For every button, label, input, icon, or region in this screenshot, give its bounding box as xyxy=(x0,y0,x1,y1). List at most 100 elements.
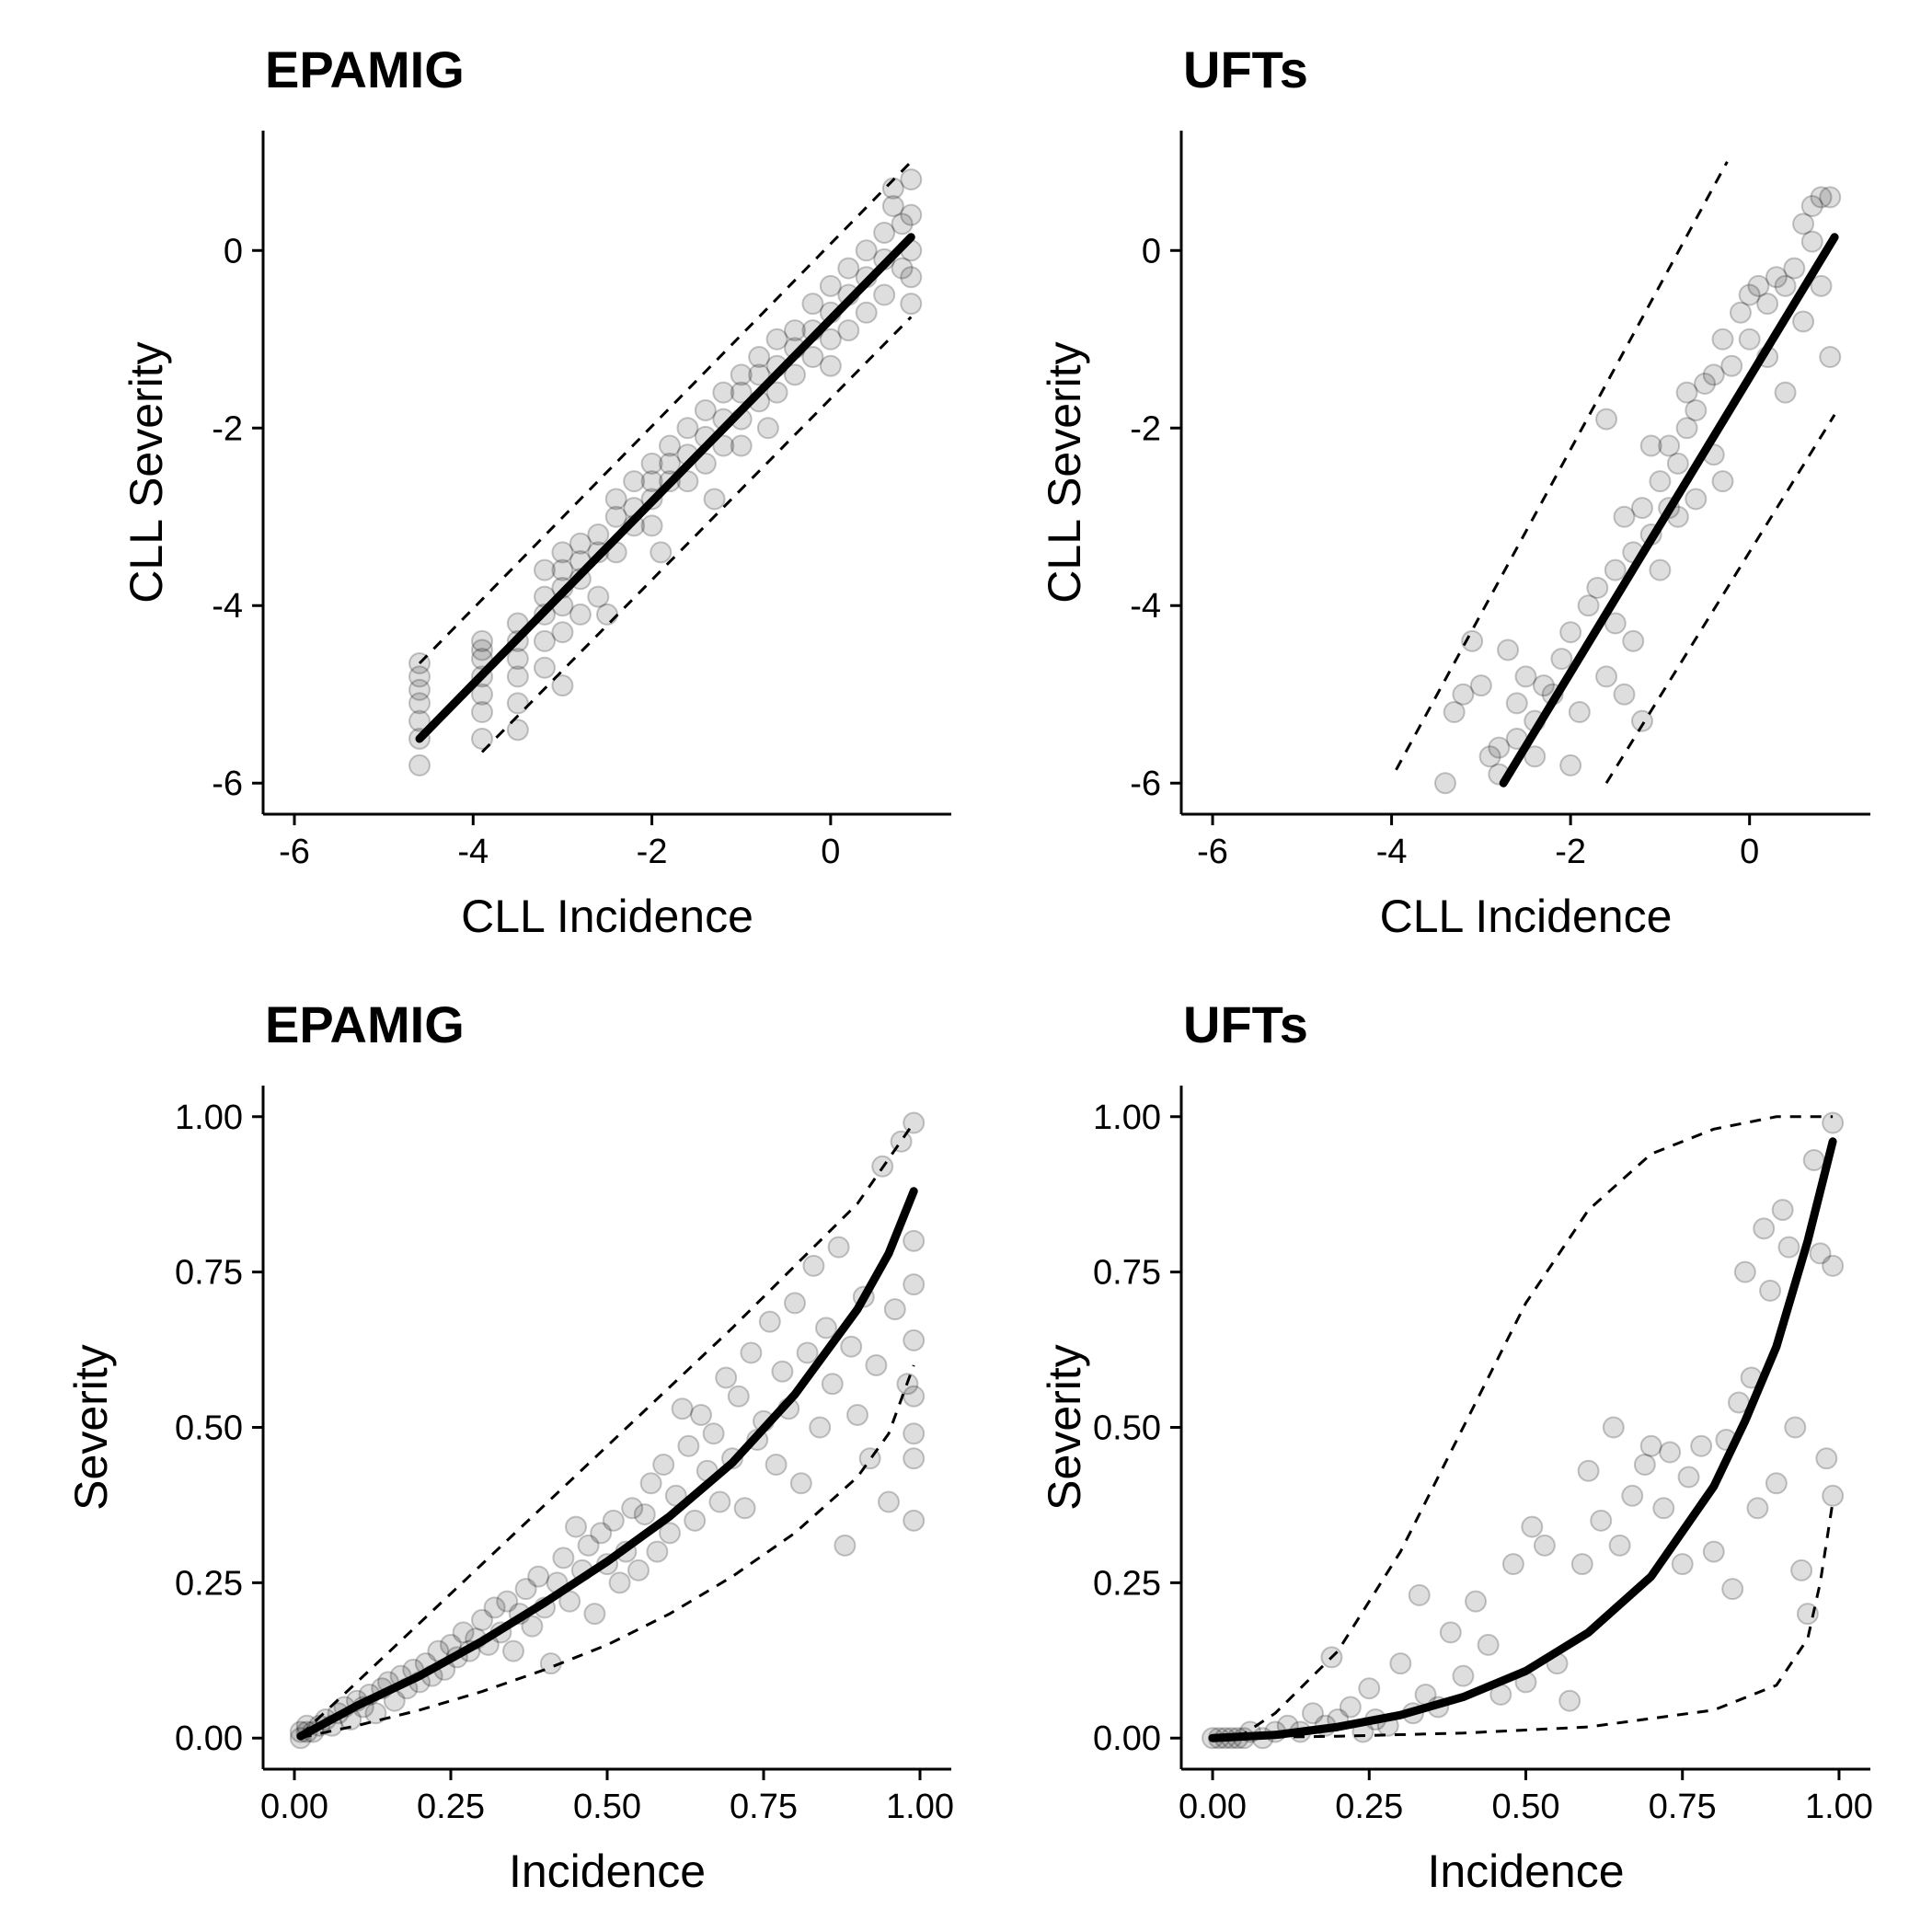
data-point xyxy=(1505,692,1528,715)
data-point xyxy=(621,1497,644,1520)
data-point xyxy=(1550,648,1573,671)
data-point xyxy=(1765,266,1788,289)
data-point xyxy=(659,434,681,457)
y-tick-label: 1.00 xyxy=(1093,1098,1161,1137)
data-point xyxy=(883,1298,906,1321)
chart-panel-2: UFTs -6 -4 -2 0 -6 -4 -2 0 CLL Incidence CLL Sever… xyxy=(1039,40,1870,942)
data-point xyxy=(837,319,860,342)
data-point xyxy=(602,1509,625,1532)
y-tick-label: 0.75 xyxy=(175,1254,243,1293)
data-point xyxy=(577,1534,600,1557)
data-point xyxy=(784,1292,806,1315)
data-point xyxy=(1790,1558,1813,1581)
data-point xyxy=(1477,1633,1500,1656)
data-point xyxy=(608,1571,631,1594)
data-point xyxy=(1433,772,1456,795)
data-point xyxy=(558,1590,581,1613)
data-point xyxy=(659,452,681,475)
data-point xyxy=(551,541,574,564)
data-point xyxy=(1819,346,1842,369)
data-point xyxy=(1792,310,1815,333)
data-point xyxy=(640,452,663,475)
data-point xyxy=(1784,1416,1807,1439)
data-point xyxy=(837,257,860,280)
x-axis-title: Incidence xyxy=(509,1846,706,1897)
data-point xyxy=(1677,1466,1700,1489)
y-tick-label: 0.25 xyxy=(1093,1564,1161,1603)
data-point xyxy=(1595,665,1618,688)
data-point xyxy=(650,541,673,564)
upper-prediction-band xyxy=(1236,1115,1834,1740)
lower-prediction-band xyxy=(1212,1501,1834,1740)
upper-prediction-band xyxy=(1395,161,1729,771)
data-point xyxy=(569,603,592,626)
data-point xyxy=(903,1422,926,1445)
data-point xyxy=(740,1341,763,1364)
data-point xyxy=(659,1522,681,1545)
data-point xyxy=(730,381,753,404)
data-point xyxy=(1577,1459,1600,1482)
data-point xyxy=(1465,1590,1488,1613)
data-point xyxy=(496,1590,519,1613)
x-tick-label: -6 xyxy=(279,833,310,871)
data-point xyxy=(708,1490,731,1513)
data-point xyxy=(534,629,556,652)
chart-title: UFTs xyxy=(1183,995,1308,1053)
data-points xyxy=(408,168,923,776)
data-point xyxy=(730,434,753,457)
data-point xyxy=(900,168,923,191)
fitted-line xyxy=(1208,1137,1837,1742)
data-point xyxy=(1747,274,1770,297)
y-tick-label: 0.25 xyxy=(175,1564,243,1603)
x-tick-label: 0.50 xyxy=(573,1788,641,1826)
data-point xyxy=(1729,301,1752,324)
data-point xyxy=(694,452,717,475)
data-point xyxy=(900,293,923,316)
data-point xyxy=(1478,745,1501,768)
data-point xyxy=(827,1236,850,1259)
chart-title: EPAMIG xyxy=(265,40,465,98)
data-point xyxy=(1659,1441,1682,1464)
data-point xyxy=(1783,257,1806,280)
x-tick-label: 0.50 xyxy=(1492,1788,1560,1826)
data-point xyxy=(1802,1149,1825,1172)
data-point xyxy=(1733,1260,1756,1283)
data-point xyxy=(514,1578,537,1601)
data-point xyxy=(677,1434,700,1457)
data-point xyxy=(1759,1279,1782,1302)
data-point xyxy=(521,1615,544,1638)
data-point xyxy=(865,1353,888,1376)
data-point xyxy=(1774,381,1797,404)
data-point xyxy=(671,1397,694,1420)
data-point xyxy=(1604,558,1627,581)
data-point xyxy=(900,203,923,226)
data-point xyxy=(1753,1217,1776,1240)
data-point xyxy=(756,417,779,440)
data-point xyxy=(891,257,914,280)
data-point xyxy=(552,1547,575,1570)
x-tick-label: 1.00 xyxy=(1805,1788,1873,1826)
y-axis-title: Severity xyxy=(1039,1344,1090,1511)
data-point xyxy=(506,692,529,715)
data-point xyxy=(1796,1603,1819,1626)
data-point xyxy=(623,470,646,493)
data-point xyxy=(640,514,663,537)
lower-prediction-band xyxy=(300,1364,915,1740)
y-tick-label: 0 xyxy=(224,232,243,270)
y-tick-label: 1.00 xyxy=(175,1098,243,1137)
data-point xyxy=(1568,701,1591,724)
data-point xyxy=(408,753,431,776)
data-point xyxy=(1408,1583,1431,1606)
data-point xyxy=(1685,488,1708,511)
data-point xyxy=(1532,674,1555,697)
data-point xyxy=(1488,736,1511,759)
fitted-line xyxy=(1499,233,1839,788)
y-tick-label: 0 xyxy=(1142,232,1161,270)
data-point xyxy=(652,1454,675,1477)
data-point xyxy=(801,293,824,316)
data-point xyxy=(1339,1696,1362,1719)
data-point xyxy=(1301,1702,1324,1725)
data-point xyxy=(551,558,574,581)
data-point xyxy=(1633,1454,1656,1477)
data-point xyxy=(596,603,618,626)
